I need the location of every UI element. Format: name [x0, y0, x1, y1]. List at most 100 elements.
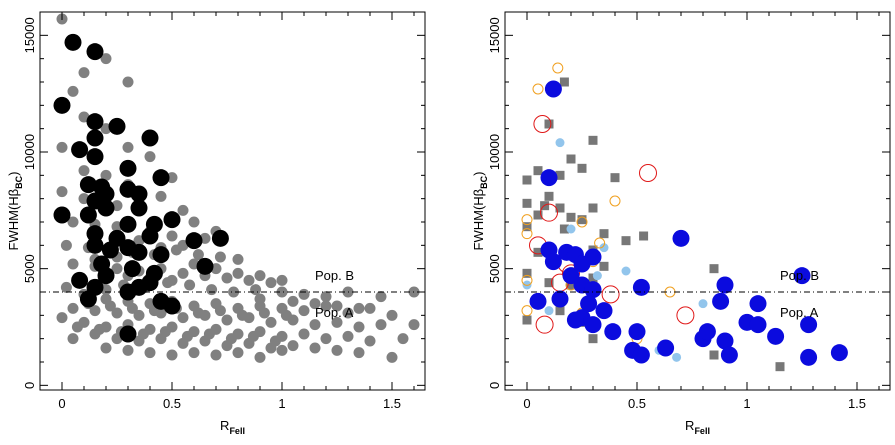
data-point-gray-dot-147 — [137, 328, 149, 340]
data-point-blue-dot-0 — [544, 80, 562, 98]
data-point-gray-dot-21 — [67, 216, 79, 228]
data-point-orange-open-circle-1 — [532, 83, 544, 95]
data-point-gray-square-28 — [544, 278, 554, 288]
data-point-gray-dot-108 — [364, 335, 376, 347]
data-point-gray-dot-34 — [192, 249, 204, 261]
data-point-red-open-circle-7 — [601, 285, 620, 304]
data-point-blue-dot-16 — [580, 295, 598, 313]
data-point-gray-dot-89 — [309, 319, 321, 331]
data-point-black-dot-33 — [152, 246, 170, 264]
data-point-blue-dot-17 — [595, 302, 613, 320]
data-point-black-dot-8 — [86, 148, 104, 166]
data-point-gray-dot-142 — [258, 307, 270, 319]
data-point-gray-dot-54 — [228, 286, 240, 298]
data-point-gray-dot-106 — [320, 333, 332, 345]
data-point-gray-dot-149 — [181, 330, 193, 342]
data-point-black-dot-3 — [86, 113, 104, 131]
data-point-black-dot-5 — [86, 129, 104, 147]
data-point-orange-open-circle-2 — [521, 214, 533, 226]
data-point-black-dot-4 — [108, 117, 126, 135]
x-axis-label: RFeII — [685, 418, 710, 436]
data-point-gray-dot-74 — [320, 300, 332, 312]
data-point-gray-square-10 — [522, 198, 532, 208]
data-point-gray-dot-7 — [122, 141, 134, 153]
data-point-blue-dot-27 — [716, 332, 734, 350]
data-point-black-dot-6 — [141, 129, 159, 147]
data-point-blue-dot-33 — [632, 346, 650, 364]
data-point-gray-dot-126 — [122, 344, 134, 356]
data-point-black-dot-38 — [97, 267, 115, 285]
data-point-gray-dot-171 — [331, 300, 343, 312]
data-point-gray-dot-79 — [89, 305, 101, 317]
data-point-gray-dot-135 — [104, 300, 116, 312]
data-point-gray-dot-80 — [111, 307, 123, 319]
data-point-gray-dot-93 — [408, 319, 420, 331]
data-point-black-dot-28 — [211, 229, 229, 247]
data-point-gray-dot-145 — [93, 323, 105, 335]
data-point-gray-dot-58 — [320, 291, 332, 303]
data-point-light-blue-dot-1 — [566, 224, 576, 234]
data-point-gray-dot-91 — [353, 321, 365, 333]
data-point-black-dot-34 — [196, 257, 214, 275]
y-tick-label: 10000 — [22, 134, 37, 170]
data-point-orange-open-circle-8 — [521, 274, 533, 286]
data-point-light-blue-dot-4 — [621, 266, 631, 276]
data-point-gray-dot-62 — [60, 281, 72, 293]
x-tick-label: 0 — [58, 396, 65, 411]
data-point-gray-dot-123 — [353, 347, 365, 359]
data-point-gray-dot-55 — [250, 284, 262, 296]
data-point-gray-square-36 — [775, 362, 785, 372]
data-point-black-dot-1 — [86, 43, 104, 61]
data-point-gray-dot-120 — [287, 340, 299, 352]
data-point-blue-dot-15 — [551, 290, 569, 308]
data-point-blue-dot-7 — [573, 255, 591, 273]
data-point-gray-dot-140 — [214, 305, 226, 317]
data-point-gray-dot-161 — [232, 267, 244, 279]
data-point-gray-square-35 — [709, 350, 719, 360]
data-point-gray-dot-166 — [166, 274, 178, 286]
chart-panel-2: 0 0.5 1 1.5 0 5000 10000 15000 RFeII FWHM(HβBC) Po… — [471, 11, 891, 436]
data-point-black-dot-22 — [119, 215, 137, 233]
data-point-gray-dot-3 — [100, 53, 112, 65]
data-point-gray-square-26 — [522, 268, 532, 278]
data-point-gray-dot-109 — [397, 333, 409, 345]
data-point-gray-square-24 — [599, 261, 609, 271]
data-point-blue-dot-18 — [712, 292, 730, 310]
data-point-gray-square-31 — [555, 306, 565, 316]
x-tick-label: 1 — [743, 396, 750, 411]
data-point-gray-dot-169 — [287, 295, 299, 307]
plot-frame — [504, 11, 891, 391]
data-point-gray-dot-83 — [177, 312, 189, 324]
y-axis-label: FWHM(HβBC) — [6, 172, 24, 251]
data-point-gray-dot-163 — [276, 274, 288, 286]
data-point-gray-dot-136 — [126, 302, 138, 314]
data-point-gray-dot-11 — [100, 169, 112, 181]
data-point-gray-dot-139 — [192, 307, 204, 319]
data-point-light-blue-dot-5 — [592, 271, 602, 281]
data-point-black-dot-19 — [163, 211, 181, 229]
data-point-gray-dot-153 — [269, 335, 281, 347]
chart-panel-1: 0 0.5 1 1.5 0 5000 10000 15000 RFeII FWHM(HβBC) Po… — [6, 11, 426, 436]
x-tick-label: 0.5 — [163, 396, 181, 411]
data-point-gray-dot-57 — [298, 288, 310, 300]
data-point-gray-dot-128 — [166, 349, 178, 361]
data-point-gray-square-19 — [599, 229, 609, 239]
data-point-gray-square-25 — [709, 264, 719, 274]
data-point-blue-dot-20 — [716, 276, 734, 294]
y-tick-label: 5000 — [22, 254, 37, 283]
data-point-gray-dot-144 — [71, 321, 83, 333]
data-point-blue-dot-13 — [793, 267, 811, 285]
data-point-gray-square-29 — [566, 280, 576, 290]
x-tick-label: 0.5 — [628, 396, 646, 411]
data-point-blue-dot-11 — [584, 281, 602, 299]
data-point-gray-dot-35 — [214, 251, 226, 263]
data-point-gray-square-0 — [559, 77, 569, 87]
data-point-black-dot-15 — [130, 185, 148, 203]
data-point-red-open-circle-2 — [540, 203, 558, 222]
data-point-orange-open-circle-6 — [594, 237, 606, 249]
plot-frame — [39, 11, 426, 391]
data-point-blue-dot-37 — [800, 348, 818, 366]
data-point-gray-square-17 — [522, 222, 532, 232]
data-point-blue-dot-19 — [749, 295, 767, 313]
